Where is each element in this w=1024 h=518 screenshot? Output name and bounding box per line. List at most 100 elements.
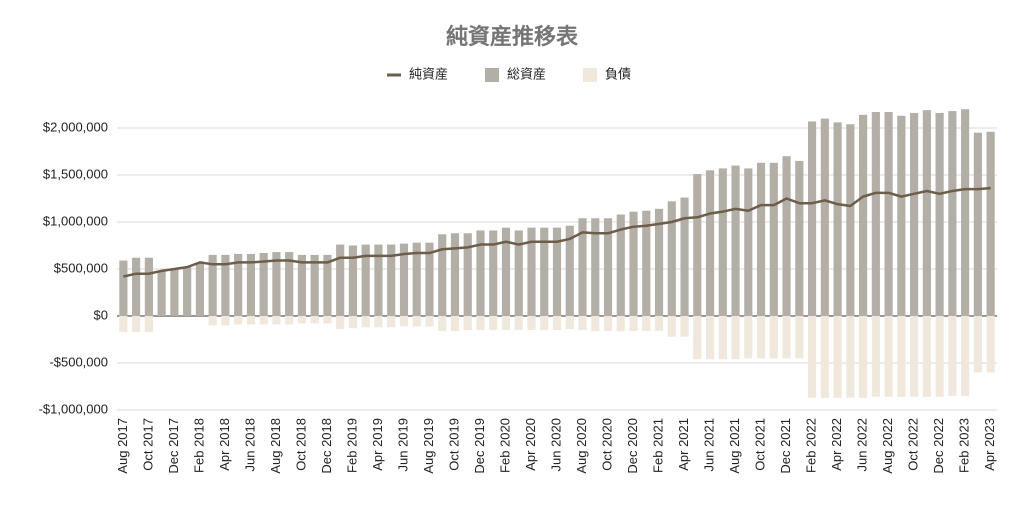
legend-label: 純資産 <box>409 66 448 81</box>
bar <box>616 214 625 316</box>
bar <box>374 244 383 316</box>
x-tick-label: Jun 2020 <box>548 418 563 472</box>
x-tick-label: Dec 2022 <box>931 418 946 474</box>
bar <box>323 316 332 324</box>
bar <box>323 254 332 316</box>
bar <box>756 162 766 316</box>
x-tick-label: Aug 2019 <box>421 418 436 474</box>
bar <box>693 174 702 316</box>
bar <box>234 316 243 325</box>
bar <box>820 316 829 398</box>
bar <box>591 218 600 316</box>
bar <box>527 316 536 331</box>
bar <box>578 218 587 316</box>
x-tick-label: Aug 2017 <box>115 418 130 474</box>
legend-swatch <box>583 68 597 82</box>
bar <box>450 316 460 332</box>
bar <box>973 316 982 373</box>
x-tick-label: Apr 2018 <box>217 418 232 471</box>
x-tick-label: Jun 2022 <box>855 418 870 472</box>
bar <box>361 244 370 316</box>
bar <box>221 316 230 326</box>
x-tick-label: Oct 2018 <box>293 418 308 471</box>
x-tick-label: Feb 2021 <box>650 418 665 473</box>
x-tick-label: Aug 2020 <box>574 418 589 474</box>
bar <box>680 197 689 316</box>
bar <box>514 230 523 316</box>
bar <box>489 230 498 316</box>
bar <box>948 111 957 316</box>
x-tick-label: Feb 2022 <box>804 418 819 473</box>
y-tick-label: $0 <box>94 307 108 322</box>
y-tick-label: $500,000 <box>54 260 108 275</box>
legend-swatch <box>485 68 499 82</box>
bar <box>744 316 753 359</box>
bar <box>705 170 715 316</box>
bar <box>132 316 141 332</box>
bar <box>119 316 128 332</box>
bar <box>374 316 383 328</box>
bar <box>807 121 817 316</box>
bar <box>705 316 715 360</box>
x-tick-label: Oct 2020 <box>599 418 614 471</box>
bar <box>769 316 778 359</box>
x-tick-label: Apr 2021 <box>676 418 691 471</box>
bar <box>910 112 919 317</box>
bar <box>221 254 230 316</box>
bar <box>654 316 664 332</box>
bar <box>782 156 791 316</box>
bar <box>795 316 804 359</box>
bar <box>833 122 842 316</box>
bar <box>986 131 995 316</box>
legend-label: 負債 <box>605 66 631 81</box>
bar <box>119 260 128 316</box>
bar <box>897 115 906 316</box>
bar <box>846 124 855 317</box>
bar <box>361 316 370 328</box>
bar <box>718 316 727 360</box>
bar <box>846 316 855 398</box>
bar <box>476 316 485 331</box>
y-tick-label: $1,000,000 <box>43 213 108 228</box>
x-tick-label: Aug 2022 <box>880 418 895 474</box>
bar <box>910 316 919 397</box>
bar <box>170 269 179 316</box>
bar <box>540 316 549 331</box>
bar <box>986 316 995 373</box>
bar <box>412 316 421 327</box>
x-tick-label: Feb 2018 <box>191 418 206 473</box>
bar <box>642 316 651 332</box>
x-tick-label: Jun 2019 <box>395 418 410 472</box>
bar <box>603 316 613 332</box>
bar <box>489 316 498 331</box>
bar <box>501 227 511 316</box>
bar <box>654 208 664 316</box>
x-tick-label: Oct 2017 <box>140 418 155 471</box>
bar <box>183 267 192 316</box>
x-tick-label: Dec 2021 <box>778 418 793 474</box>
x-tick-label: Aug 2021 <box>727 418 742 474</box>
x-tick-label: Apr 2020 <box>523 418 538 471</box>
bar <box>859 114 868 316</box>
bar <box>833 316 842 398</box>
bar <box>438 234 447 316</box>
x-tick-label: Feb 2023 <box>957 418 972 473</box>
bar <box>961 316 970 396</box>
bar <box>387 244 396 316</box>
bar <box>552 227 562 316</box>
bar <box>540 227 549 316</box>
bar <box>769 162 778 316</box>
bar <box>297 254 307 316</box>
bar <box>552 316 562 331</box>
bar <box>744 168 753 316</box>
y-tick-label: -$1,000,000 <box>39 401 108 416</box>
bar <box>629 211 638 316</box>
bar <box>246 316 255 325</box>
bar <box>476 230 485 316</box>
bar <box>616 316 625 332</box>
bar <box>144 316 153 332</box>
bar <box>348 316 358 329</box>
bar <box>935 112 944 317</box>
bar <box>310 316 319 324</box>
bar <box>603 218 613 316</box>
